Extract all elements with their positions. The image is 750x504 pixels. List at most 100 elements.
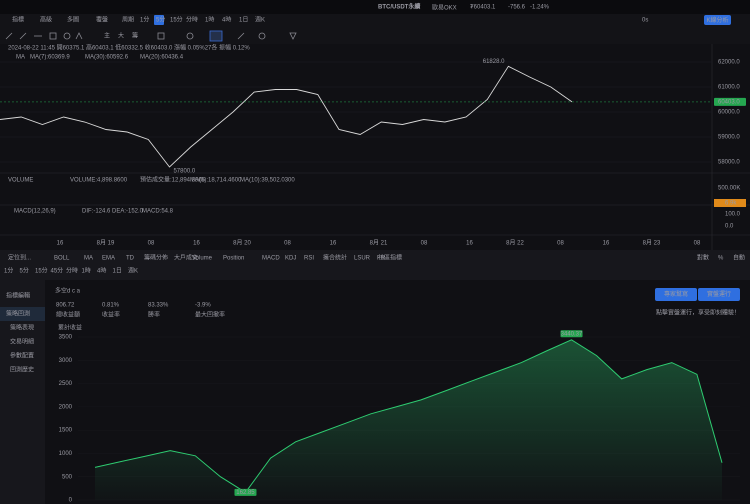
sub-indicator[interactable]: 擁合統計 (323, 254, 347, 262)
sidebar-active (0, 307, 45, 321)
analysis-button[interactable] (704, 15, 731, 25)
period[interactable]: 4時 (222, 16, 231, 24)
volume-stat: VOLUME:4,898.8600 (70, 178, 128, 184)
strategy-name: 多空d c a (55, 287, 81, 295)
separators (0, 44, 750, 250)
action-button[interactable] (655, 288, 697, 301)
stat-label: 收益率 (102, 311, 120, 319)
main-indicator[interactable]: 籌碼分佈 (144, 254, 168, 262)
period[interactable]: 1分 (140, 16, 149, 24)
y-tick-label: 2500 (59, 381, 73, 387)
main-indicator[interactable]: 大戶成交 (174, 254, 198, 262)
price: ₮60403.1 (470, 5, 496, 11)
time-label: 08 (421, 241, 428, 247)
period-quick[interactable]: 4時 (97, 267, 106, 275)
action-button[interactable] (698, 288, 740, 301)
period-quick[interactable]: 週K (128, 267, 138, 275)
chart-option[interactable]: 自動 (733, 254, 745, 262)
period-quick[interactable]: 15分 (35, 267, 48, 275)
main-indicator[interactable]: BOLL (54, 256, 70, 262)
ma-title: MA (16, 55, 25, 61)
volume-stat: 預估成交量:12,894.8066 (140, 176, 206, 184)
y-tick-label: 60000.0 (718, 110, 740, 116)
period-quick[interactable]: 分時 (66, 267, 78, 275)
y-tick-label: 1000 (59, 451, 73, 457)
toolbar-item[interactable]: 指標 (12, 16, 24, 24)
time-label: 16 (603, 241, 610, 247)
period[interactable]: 1時 (205, 16, 214, 24)
sidebar-item[interactable]: 回測歷史 (10, 366, 34, 374)
stat-label: 勝率 (148, 311, 160, 319)
period-quick[interactable]: 5分 (20, 267, 29, 275)
stat-value: -3.9% (195, 303, 211, 309)
chart-option[interactable]: % (718, 256, 724, 262)
period-quick[interactable]: 45分 (51, 267, 64, 275)
macd-stat: MACD:54.8 (142, 209, 174, 215)
toolbar-item[interactable]: 多圖 (67, 16, 79, 24)
time-label: 8月 22 (506, 240, 524, 247)
period-quick[interactable]: 1分 (4, 267, 13, 275)
stat-value: 83.33% (148, 303, 169, 309)
equity-area (95, 339, 722, 500)
sidebar-item[interactable]: 策略回測 (6, 310, 30, 318)
period[interactable]: 1日 (239, 17, 248, 24)
sub-indicator[interactable]: Position (223, 256, 244, 262)
high-label: 61828.0 (483, 59, 505, 65)
volume-axis: 500.00K (718, 186, 740, 192)
y-tick-label: 62000.0 (718, 60, 740, 66)
ma-value: MA(7):60369.9 (30, 55, 70, 61)
sub-indicator[interactable]: LSUR (354, 256, 371, 262)
volume-stat: MA(5):18,714.4600 (190, 178, 242, 184)
volume-stat: MA(10):39,502.0300 (240, 178, 295, 184)
low-label: 57800.0 (173, 169, 195, 175)
toolbar-item[interactable]: 覆盤 (96, 16, 108, 24)
indicator-toggle[interactable]: 主 (104, 32, 110, 40)
community[interactable]: 社區指標 (378, 254, 402, 262)
extreme-label: 162.85 (236, 490, 255, 496)
price-line (0, 65, 573, 168)
action-button-label[interactable]: 專家幫寫 (664, 290, 688, 298)
sidebar-item[interactable]: 策略表現 (10, 324, 34, 332)
macd-stat: DEA:-152.0 (112, 209, 144, 215)
analysis-button-label[interactable]: K線分析 (706, 16, 728, 24)
indicator-toggle[interactable]: 大 (118, 32, 124, 40)
sidebar-item[interactable]: 交易明細 (10, 338, 34, 346)
drawing-icons (5, 30, 297, 42)
main-indicator[interactable]: EMA (102, 256, 115, 262)
y-tick-label: 1500 (59, 428, 73, 434)
period-quick[interactable]: 1時 (82, 267, 91, 275)
stat-value: 806.72 (56, 303, 75, 309)
sidebar-item[interactable]: 指標編輯 (6, 292, 30, 300)
main-indicator[interactable]: MA (84, 256, 93, 262)
volume-title: VOLUME (8, 178, 33, 184)
last-price-label: 60403.0 (718, 100, 740, 106)
ma-value: MA(30):60592.6 (85, 55, 129, 61)
action-button-label[interactable]: 實盤運行 (707, 290, 731, 298)
sub-indicator[interactable]: FR (377, 256, 386, 262)
y-tick-label: 59000.0 (718, 135, 740, 141)
chart-option[interactable]: 對數 (697, 254, 709, 262)
sub-indicator[interactable]: RSI (304, 256, 314, 262)
note: 點擊實盤運行，享受即刻體驗！ (656, 309, 740, 317)
sub-indicator[interactable]: Volume (192, 256, 213, 262)
sub-indicator[interactable]: MACD (262, 256, 280, 262)
indicator-toggle[interactable]: 籌 (132, 32, 138, 40)
period[interactable]: 15分 (170, 16, 183, 24)
period[interactable]: 週K (255, 16, 265, 24)
toolbar-item[interactable]: 高級 (40, 16, 52, 24)
equity-line (94, 339, 723, 494)
main-indicator[interactable]: TD (126, 256, 135, 262)
time-label: 8月 20 (233, 240, 251, 247)
locate[interactable]: 定位到... (8, 254, 31, 262)
sidebar-item[interactable]: 參數配置 (10, 352, 34, 360)
stat-label: 最大回撤率 (195, 311, 225, 319)
sub-indicator[interactable]: KDJ (285, 256, 296, 262)
macd-axis: 100.0 (725, 212, 741, 218)
toolbar-item[interactable]: 周期 (122, 16, 134, 24)
period-quick[interactable]: 1日 (113, 268, 122, 275)
y-tick-label: 3000 (59, 358, 73, 364)
period[interactable]: 5分 (156, 16, 165, 24)
period[interactable]: 分時 (186, 16, 198, 24)
macd-axis: 0.0 (725, 224, 734, 230)
